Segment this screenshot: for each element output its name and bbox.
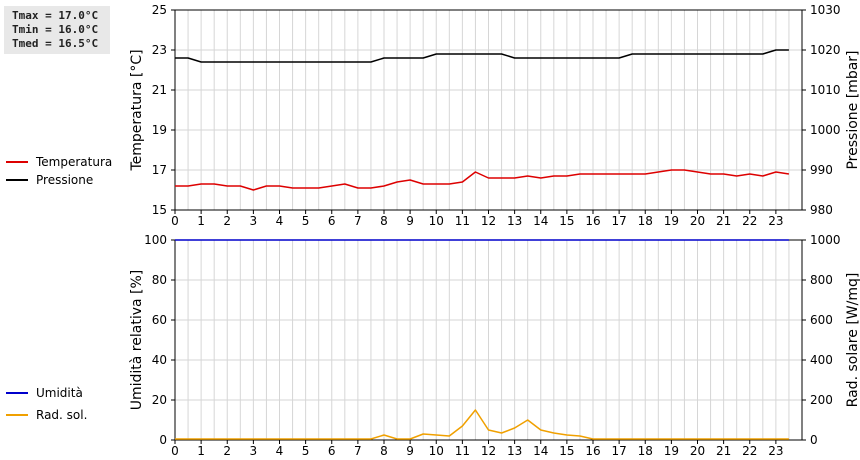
series-line-rad-sol xyxy=(175,409,789,440)
x-tick-label: 9 xyxy=(406,444,414,458)
series-line-temperatura xyxy=(175,169,790,191)
x-tick-label: 14 xyxy=(533,444,548,458)
y-tick-label: 80 xyxy=(152,273,167,287)
x-tick-label: 21 xyxy=(716,444,731,458)
x-tick-label: 17 xyxy=(611,444,626,458)
x-tick-label: 15 xyxy=(559,444,574,458)
tmin-text: Tmin = 16.0°C xyxy=(12,23,99,36)
x-tick-label: 20 xyxy=(690,214,705,228)
x-tick-label: 11 xyxy=(455,214,470,228)
x-tick-label: 22 xyxy=(742,214,757,228)
x-tick-label: 9 xyxy=(406,214,414,228)
legend-swatch xyxy=(6,179,28,181)
y2-tick-label: 1000 xyxy=(810,233,841,247)
x-tick-label: 0 xyxy=(171,214,179,228)
y2-tick-label: 980 xyxy=(810,203,833,217)
legend-swatch xyxy=(6,392,28,394)
y2-axis-label: Rad. solare [W/mq] xyxy=(845,273,860,408)
x-tick-label: 5 xyxy=(302,214,310,228)
x-tick-label: 19 xyxy=(664,214,679,228)
x-tick-label: 16 xyxy=(585,444,600,458)
y-tick-label: 0 xyxy=(159,433,167,447)
stats-box: Tmax = 17.0°C Tmin = 16.0°C Tmed = 16.5°… xyxy=(4,6,110,54)
x-tick-label: 7 xyxy=(354,214,362,228)
x-tick-label: 8 xyxy=(380,214,388,228)
x-tick-label: 10 xyxy=(429,444,444,458)
y2-tick-label: 1010 xyxy=(810,83,841,97)
y-tick-label: 23 xyxy=(152,43,167,57)
legend-item-pressione: Pressione xyxy=(6,171,112,189)
x-tick-label: 13 xyxy=(507,444,522,458)
y2-tick-label: 800 xyxy=(810,273,833,287)
x-tick-label: 2 xyxy=(223,444,231,458)
x-tick-label: 16 xyxy=(585,214,600,228)
x-tick-label: 11 xyxy=(455,444,470,458)
x-tick-label: 18 xyxy=(638,444,653,458)
tmax-text: Tmax = 17.0°C xyxy=(12,9,99,22)
x-tick-label: 20 xyxy=(690,444,705,458)
x-tick-label: 22 xyxy=(742,444,757,458)
y2-tick-label: 600 xyxy=(810,313,833,327)
x-tick-label: 6 xyxy=(328,214,336,228)
legend-item-radsol: Rad. sol. xyxy=(6,406,87,424)
x-tick-label: 1 xyxy=(197,214,205,228)
y2-tick-label: 200 xyxy=(810,393,833,407)
y2-tick-label: 1020 xyxy=(810,43,841,57)
y2-tick-label: 1030 xyxy=(810,3,841,17)
y-tick-label: 60 xyxy=(152,313,167,327)
x-tick-label: 0 xyxy=(171,444,179,458)
x-tick-label: 12 xyxy=(481,214,496,228)
x-tick-label: 18 xyxy=(638,214,653,228)
y-tick-label: 20 xyxy=(152,393,167,407)
legend-swatch xyxy=(6,161,28,163)
x-tick-label: 3 xyxy=(250,214,258,228)
y-tick-label: 40 xyxy=(152,353,167,367)
x-tick-label: 10 xyxy=(429,214,444,228)
x-tick-label: 8 xyxy=(380,444,388,458)
legend-item-umidita: Umidità xyxy=(6,384,87,402)
x-tick-label: 13 xyxy=(507,214,522,228)
legend-top: Temperatura Pressione xyxy=(6,153,112,189)
y2-axis-label: Pressione [mbar] xyxy=(845,50,860,169)
y2-tick-label: 1000 xyxy=(810,123,841,137)
chart-2: 0 1 2 3 4 5 6 7 8 9 10 11 12 13 14 15 16 17 18 19 20 21 22 2302… xyxy=(129,233,860,458)
y-axis-label: Umidità relativa [%] xyxy=(129,270,145,411)
legend-label: Rad. sol. xyxy=(36,408,88,422)
x-tick-label: 3 xyxy=(250,444,258,458)
legend-item-temperatura: Temperatura xyxy=(6,153,112,171)
x-tick-label: 17 xyxy=(611,214,626,228)
x-tick-label: 7 xyxy=(354,444,362,458)
x-tick-label: 19 xyxy=(664,444,679,458)
x-tick-label: 1 xyxy=(197,444,205,458)
x-tick-label: 2 xyxy=(223,214,231,228)
y-tick-label: 17 xyxy=(152,163,167,177)
x-tick-label: 14 xyxy=(533,214,548,228)
y2-tick-label: 0 xyxy=(810,433,818,447)
x-tick-label: 5 xyxy=(302,444,310,458)
y2-tick-label: 990 xyxy=(810,163,833,177)
y-axis-label: Temperatura [°C] xyxy=(129,49,145,171)
y-tick-label: 19 xyxy=(152,123,167,137)
y-tick-label: 15 xyxy=(152,203,167,217)
x-tick-label: 15 xyxy=(559,214,574,228)
x-tick-label: 4 xyxy=(276,214,284,228)
x-tick-label: 6 xyxy=(328,444,336,458)
x-tick-label: 12 xyxy=(481,444,496,458)
x-tick-label: 23 xyxy=(768,444,783,458)
tmed-text: Tmed = 16.5°C xyxy=(12,37,99,50)
series-line-pressione xyxy=(175,49,789,63)
x-tick-label: 23 xyxy=(768,214,783,228)
x-tick-label: 21 xyxy=(716,214,731,228)
y-tick-label: 100 xyxy=(144,233,167,247)
legend-label: Pressione xyxy=(36,173,94,187)
y-tick-label: 25 xyxy=(152,3,167,17)
legend-label: Umidità xyxy=(36,386,83,400)
legend-swatch xyxy=(6,414,28,416)
y-tick-label: 21 xyxy=(152,83,167,97)
x-tick-label: 4 xyxy=(276,444,284,458)
y2-tick-label: 400 xyxy=(810,353,833,367)
chart-1: 0 1 2 3 4 5 6 7 8 9 10 11 12 13 14 15 16 17 18 19 20 21 22 2315… xyxy=(129,3,860,228)
legend-label: Temperatura xyxy=(36,155,113,169)
